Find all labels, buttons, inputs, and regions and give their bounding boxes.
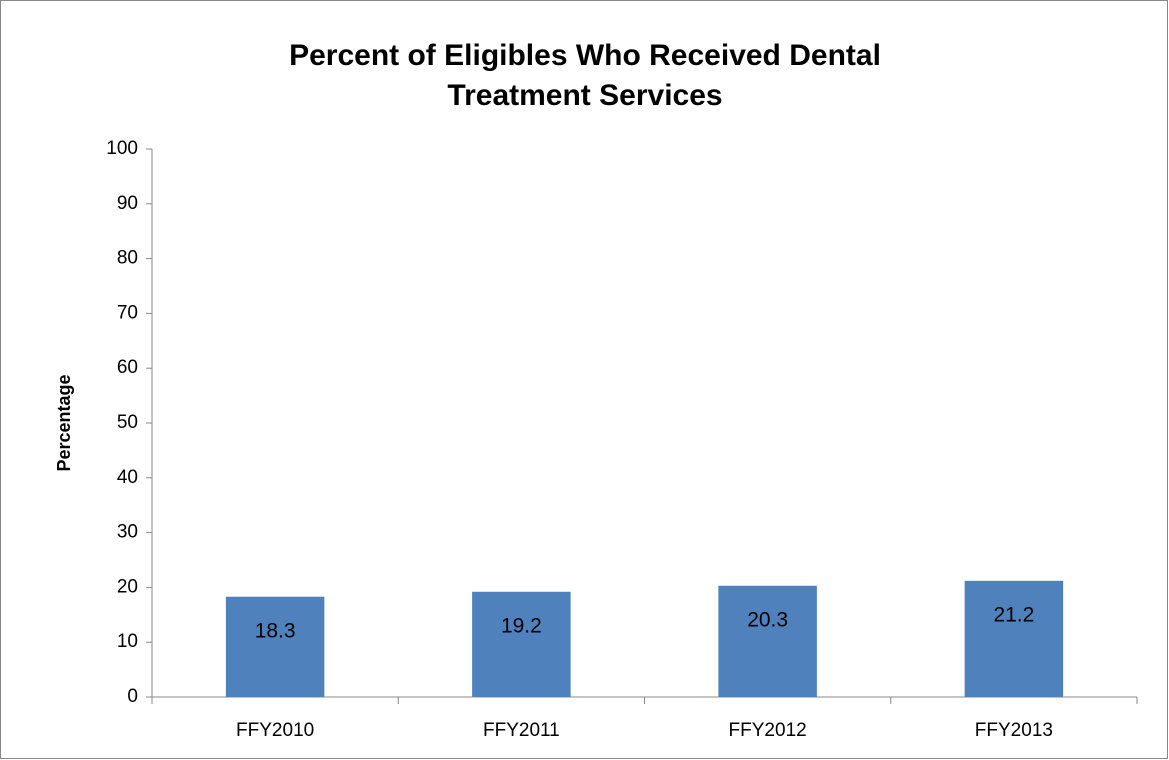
y-tick-label: 50 xyxy=(117,412,138,433)
x-tick-label: FFY2013 xyxy=(975,720,1053,741)
value-label: 20.3 xyxy=(747,608,788,631)
chart-title: Percent of Eligibles Who Received Dental… xyxy=(289,39,881,112)
y-tick-label: 70 xyxy=(117,302,138,323)
bar xyxy=(964,580,1064,697)
y-tick-label: 90 xyxy=(117,193,138,214)
x-tick-label: FFY2010 xyxy=(236,720,314,741)
value-label: 19.2 xyxy=(501,614,542,637)
y-tick-label: 40 xyxy=(117,467,138,488)
y-tick-label: 60 xyxy=(117,357,138,378)
x-tick-label: FFY2011 xyxy=(483,720,560,741)
y-axis-label: Percentage xyxy=(54,374,74,471)
y-tick-label: 30 xyxy=(117,522,138,543)
y-tick-label: 100 xyxy=(106,138,138,159)
x-tick-label: FFY2012 xyxy=(729,720,807,741)
value-label: 21.2 xyxy=(993,603,1034,626)
bar xyxy=(472,591,571,697)
y-tick-label: 20 xyxy=(117,576,138,597)
y-tick-label: 10 xyxy=(117,631,138,652)
value-label: 18.3 xyxy=(255,619,296,642)
bar xyxy=(225,596,325,697)
bar xyxy=(718,585,817,697)
y-tick-label: 0 xyxy=(127,686,138,707)
y-tick-label: 80 xyxy=(117,248,138,269)
